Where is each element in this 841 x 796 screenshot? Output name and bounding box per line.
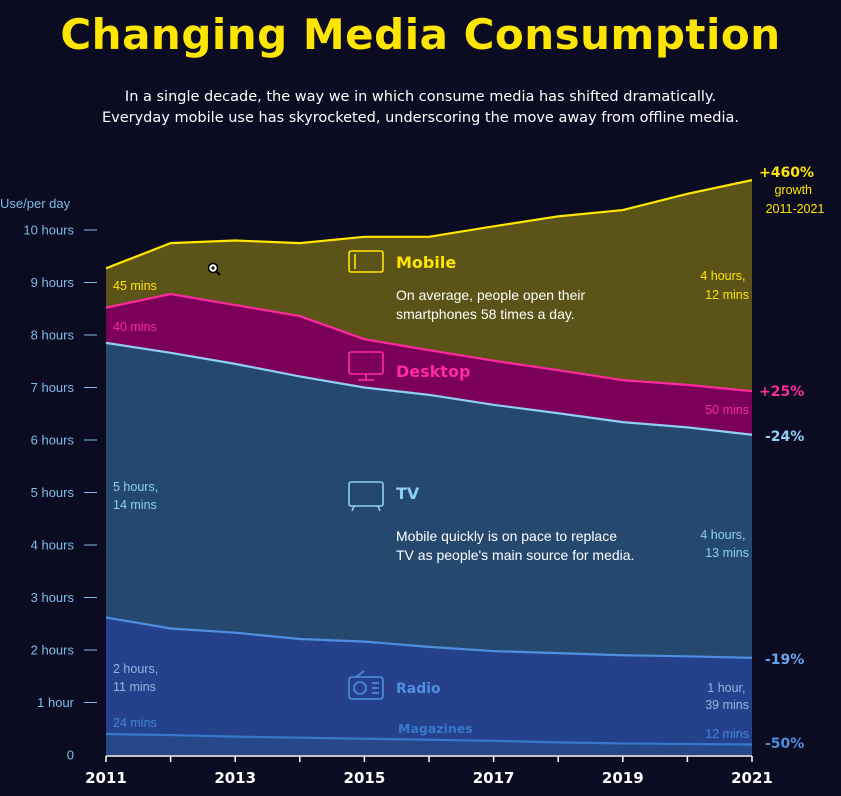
series-label-radio: Radio [396,681,441,697]
radio-change: -19% [765,652,804,668]
desktop-label-group: Desktop [348,351,470,381]
x-tick-label: 2015 [344,769,386,787]
y-tick-label: 6 hours [31,433,75,448]
line-desktop [105,292,753,393]
area-tv [106,342,752,658]
line-magazines [105,732,753,746]
mobile-note: On average, people open their smartphone… [396,287,589,322]
x-tick-label: 2021 [731,769,773,787]
y-tick-label: 10 hours [23,223,74,238]
area-magazines [106,734,752,755]
chart-subtitle-line-2: Everyday mobile use has skyrocketed, und… [101,110,740,126]
mobile-start-label: 45 mins [113,279,157,293]
mobile-change: +460% [759,165,814,181]
mobile-change-note: growth 2011-2021 [766,183,825,216]
magazines-change: -50% [765,736,804,752]
radio-label-group: Radio [348,670,441,700]
area-mobile [106,180,752,392]
y-tick-label: 7 hours [31,380,75,395]
y-tick-label: 0 [67,748,74,763]
x-tick-label: 2019 [602,769,644,787]
desktop-icon [348,351,384,381]
magazines-end-label: 12 mins [705,727,749,741]
mobile-label-group: Mobile [348,250,456,273]
line-radio [105,616,753,659]
y-tick-label: 1 hour [37,695,75,710]
y-tick-label: 4 hours [31,538,75,553]
x-tick-label: 2011 [85,769,127,787]
desktop-end-label: 50 mins [705,403,749,417]
mobile-end-label: 4 hours, 12 mins [700,269,749,302]
series-label-mobile: Mobile [396,253,456,272]
tv-change: -24% [765,429,804,445]
stacked-areas [105,179,753,755]
y-tick-label: 8 hours [31,328,75,343]
tv-end-label: 4 hours, 13 mins [700,528,749,560]
magnifier-cursor-icon [207,262,221,276]
radio-end-label: 1 hour, 39 mins [705,681,749,712]
area-desktop [106,294,752,435]
tv-start-label: 5 hours, 14 mins [113,480,162,512]
series-label-tv: TV [396,484,420,503]
area-radio [106,617,752,745]
line-mobile [105,179,753,270]
tv-note: Mobile quickly is on pace to replace TV … [396,528,634,563]
radio-icon [348,670,384,700]
chart-title: Changing Media Consumption [60,10,781,59]
y-tick-label: 2 hours [31,643,75,658]
mobile-icon [348,250,384,273]
axes: Use/per day 0 1 hour 2 hours 3 hours 4 hours 5… [0,196,773,787]
chart-subtitle-line-1: In a single decade, the way we in which … [124,89,717,105]
tv-label-group: TV [348,481,420,512]
series-label-magazines: Magazines [398,721,473,736]
line-tv [105,341,753,436]
tv-icon [348,481,384,512]
radio-start-label: 2 hours, 11 mins [113,662,162,694]
x-tick-label: 2013 [214,769,256,787]
desktop-start-label: 40 mins [113,320,157,334]
y-tick-label: 5 hours [31,485,75,500]
x-tick-label: 2017 [473,769,515,787]
magazines-start-label: 24 mins [113,716,157,730]
series-label-desktop: Desktop [396,362,470,381]
desktop-change: +25% [759,384,804,400]
y-axis-label: Use/per day [0,196,71,211]
y-tick-label: 9 hours [31,275,75,290]
y-tick-label: 3 hours [31,590,75,605]
